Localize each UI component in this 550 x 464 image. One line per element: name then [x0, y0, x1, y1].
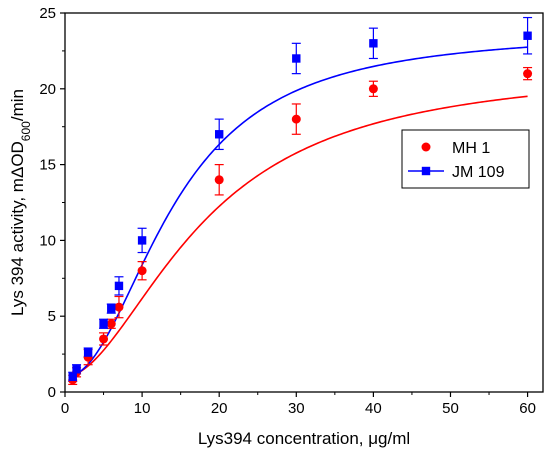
x-tick-label: 0 [61, 400, 69, 417]
y-axis-title-prefix: Lys 394 activity, mΔOD [8, 141, 27, 316]
x-axis-title: Lys394 concentration, μg/ml [198, 429, 410, 448]
y-tick-label: 0 [48, 384, 56, 401]
x-tick-label: 20 [211, 400, 228, 417]
y-tick-label: 10 [39, 232, 56, 249]
data-point-square [369, 39, 378, 48]
y-tick-label: 15 [39, 157, 56, 174]
data-point-circle [214, 175, 224, 185]
y-axis-title: Lys 394 activity, mΔOD600/min [8, 89, 33, 316]
data-point-circle [99, 334, 109, 344]
x-tick-label: 60 [519, 400, 536, 417]
y-tick-label: 25 [39, 5, 56, 22]
x-tick-label: 40 [365, 400, 382, 417]
data-point-square [137, 236, 147, 245]
data-point-circle [137, 266, 147, 276]
data-point-square [72, 365, 81, 374]
data-point-square [114, 281, 124, 291]
data-point-circle [523, 69, 533, 79]
plot-frame [64, 12, 544, 393]
data-point-square [292, 54, 301, 63]
data-point-circle [368, 84, 378, 94]
legend-label-0: MH 1 [452, 140, 490, 157]
legend-label-1: JM 109 [452, 164, 505, 181]
x-tick-label: 30 [288, 400, 305, 417]
legend: MH 1 JM 109 [401, 129, 530, 189]
data-point-circle [106, 319, 116, 329]
fit-curve-0 [72, 95, 528, 377]
data-point-square [99, 319, 108, 328]
legend-marker-0 [421, 142, 431, 152]
data-point-square [83, 348, 93, 357]
data-point-square [214, 130, 224, 139]
x-tick-label: 10 [134, 400, 151, 417]
y-tick-label: 20 [39, 81, 56, 98]
x-tick-label: 50 [442, 400, 459, 417]
y-axis-title-suffix: /min [8, 89, 27, 121]
data-point-square [107, 304, 116, 313]
legend-marker-1 [421, 166, 431, 176]
data-point-square [68, 372, 77, 382]
fit-curve-1 [72, 46, 528, 377]
y-tick-label: 5 [48, 308, 56, 325]
data-point-circle [291, 114, 301, 124]
y-axis-title-subscript: 600 [19, 121, 33, 141]
legend-box [401, 129, 530, 189]
data-point-square [523, 31, 532, 40]
data-point-circle [114, 302, 124, 312]
